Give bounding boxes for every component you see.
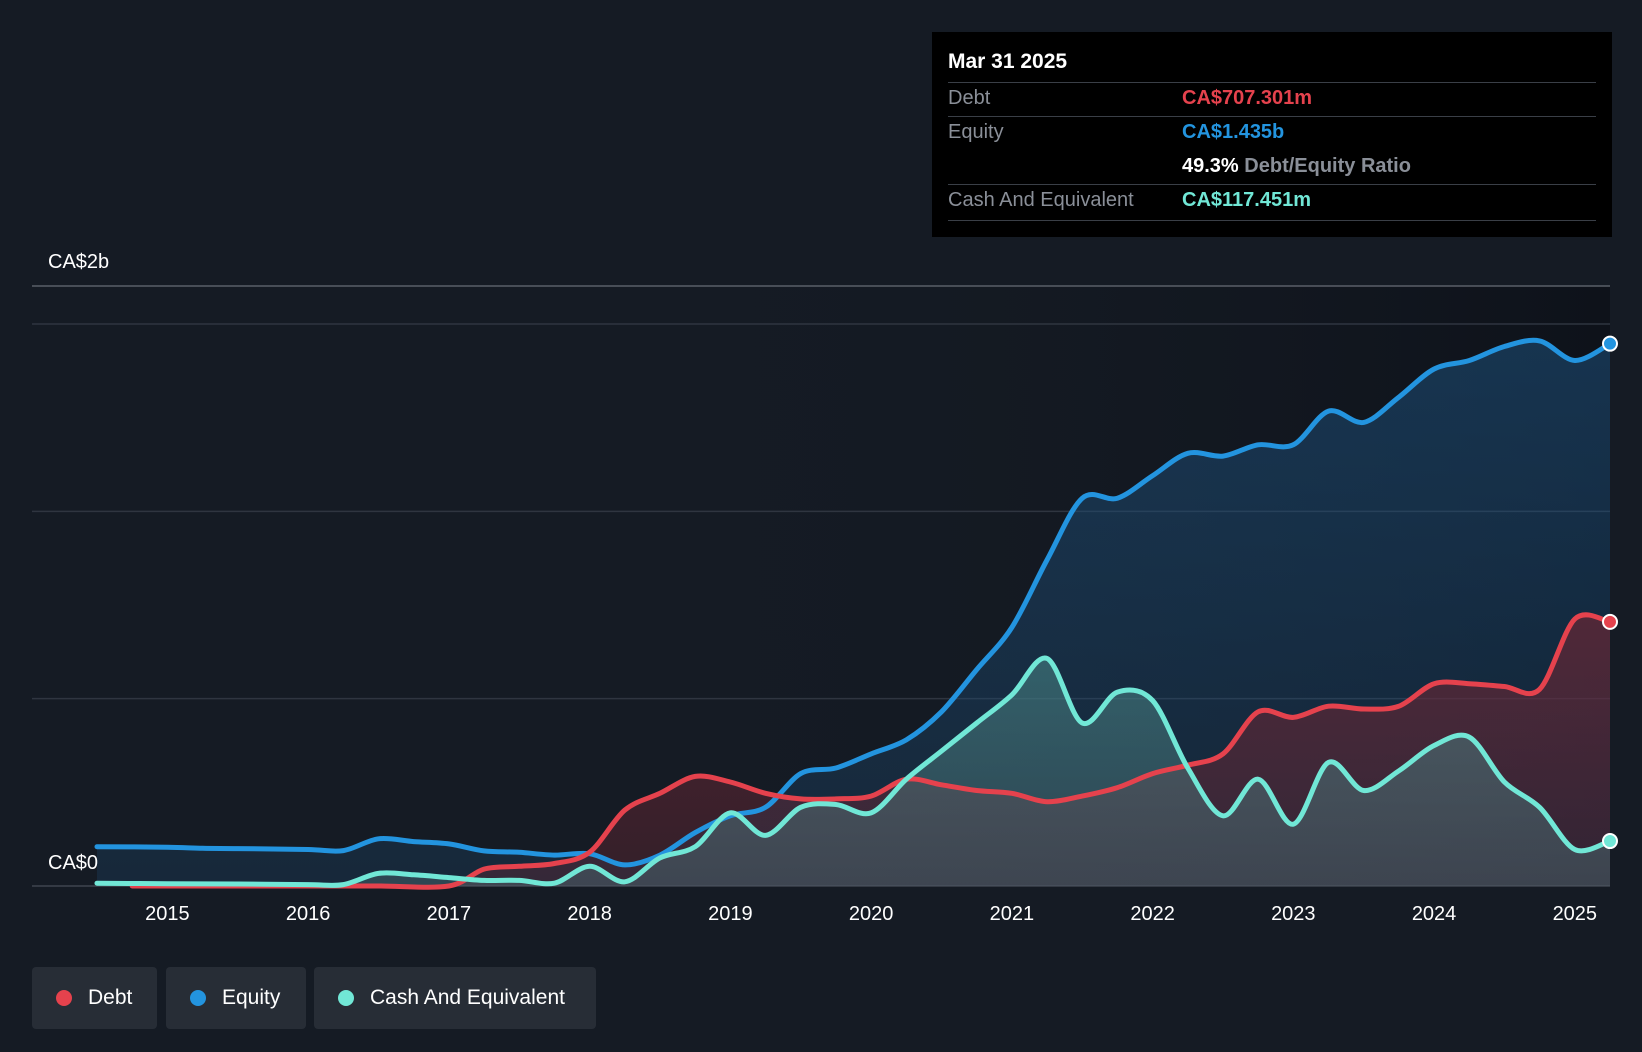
equity-line bbox=[94, 337, 1613, 868]
equity-end-marker bbox=[1602, 335, 1618, 352]
tooltip-ratio: 49.3% Debt/Equity Ratio bbox=[1182, 155, 1411, 178]
debt-line bbox=[129, 612, 1613, 890]
y-axis-min-label: CA$0 bbox=[48, 852, 99, 874]
tooltip-ratio-label: Debt/Equity Ratio bbox=[1244, 155, 1411, 177]
x-tick-label: 2024 bbox=[1412, 903, 1457, 925]
x-tick-label: 2015 bbox=[145, 903, 190, 925]
tooltip-ratio-value: 49.3% bbox=[1182, 155, 1239, 177]
x-tick-label: 2022 bbox=[1130, 903, 1175, 925]
tooltip-debt-value: CA$707.301m bbox=[1182, 87, 1313, 109]
legend-equity[interactable]: Equity bbox=[166, 967, 306, 1029]
tooltip-cash-value: CA$117.451m bbox=[1182, 189, 1311, 211]
cash-end-marker bbox=[1602, 833, 1618, 850]
x-tick-label: 2016 bbox=[286, 903, 331, 925]
debt-end-marker bbox=[1602, 613, 1618, 630]
x-tick-label: 2021 bbox=[990, 903, 1035, 925]
tooltip: Mar 31 2025 Debt CA$707.301m Equity CA$1… bbox=[932, 32, 1612, 237]
x-tick-label: 2020 bbox=[849, 903, 894, 925]
legend-cash-label: Cash And Equivalent bbox=[370, 986, 565, 1009]
x-tick-label: 2017 bbox=[427, 903, 472, 925]
tooltip-divider bbox=[948, 220, 1596, 221]
debt-dot-icon bbox=[56, 990, 72, 1006]
tooltip-date: Mar 31 2025 bbox=[948, 50, 1068, 73]
series-lines bbox=[94, 337, 1613, 890]
tooltip-cash-label: Cash And Equivalent bbox=[948, 189, 1134, 211]
tooltip-divider bbox=[948, 82, 1596, 83]
x-tick-label: 2025 bbox=[1553, 903, 1598, 925]
tooltip-equity-value: CA$1.435b bbox=[1182, 121, 1285, 143]
tooltip-debt-label: Debt bbox=[948, 87, 991, 109]
series-areas bbox=[97, 340, 1611, 888]
x-tick-label: 2018 bbox=[567, 903, 612, 925]
legend-equity-label: Equity bbox=[222, 986, 281, 1009]
tooltip-equity-label: Equity bbox=[948, 121, 1004, 143]
end-markers bbox=[1602, 335, 1618, 850]
cash-dot-icon bbox=[338, 990, 354, 1006]
cash-line bbox=[94, 655, 1613, 888]
x-axis-ticks: 2015 2016 2017 2018 2019 2020 2021 2022 2023 2024… bbox=[145, 903, 1597, 925]
equity-dot-icon bbox=[190, 990, 206, 1006]
tooltip-divider bbox=[948, 184, 1596, 185]
legend-debt-label: Debt bbox=[88, 986, 133, 1009]
tooltip-divider bbox=[948, 116, 1596, 117]
legend-cash[interactable]: Cash And Equivalent bbox=[314, 967, 596, 1029]
x-tick-label: 2023 bbox=[1271, 903, 1316, 925]
cash-area bbox=[97, 657, 1610, 886]
x-tick-label: 2019 bbox=[708, 903, 753, 925]
legend-debt[interactable]: Debt bbox=[32, 967, 157, 1029]
y-axis-max-label: CA$2b bbox=[48, 251, 110, 273]
